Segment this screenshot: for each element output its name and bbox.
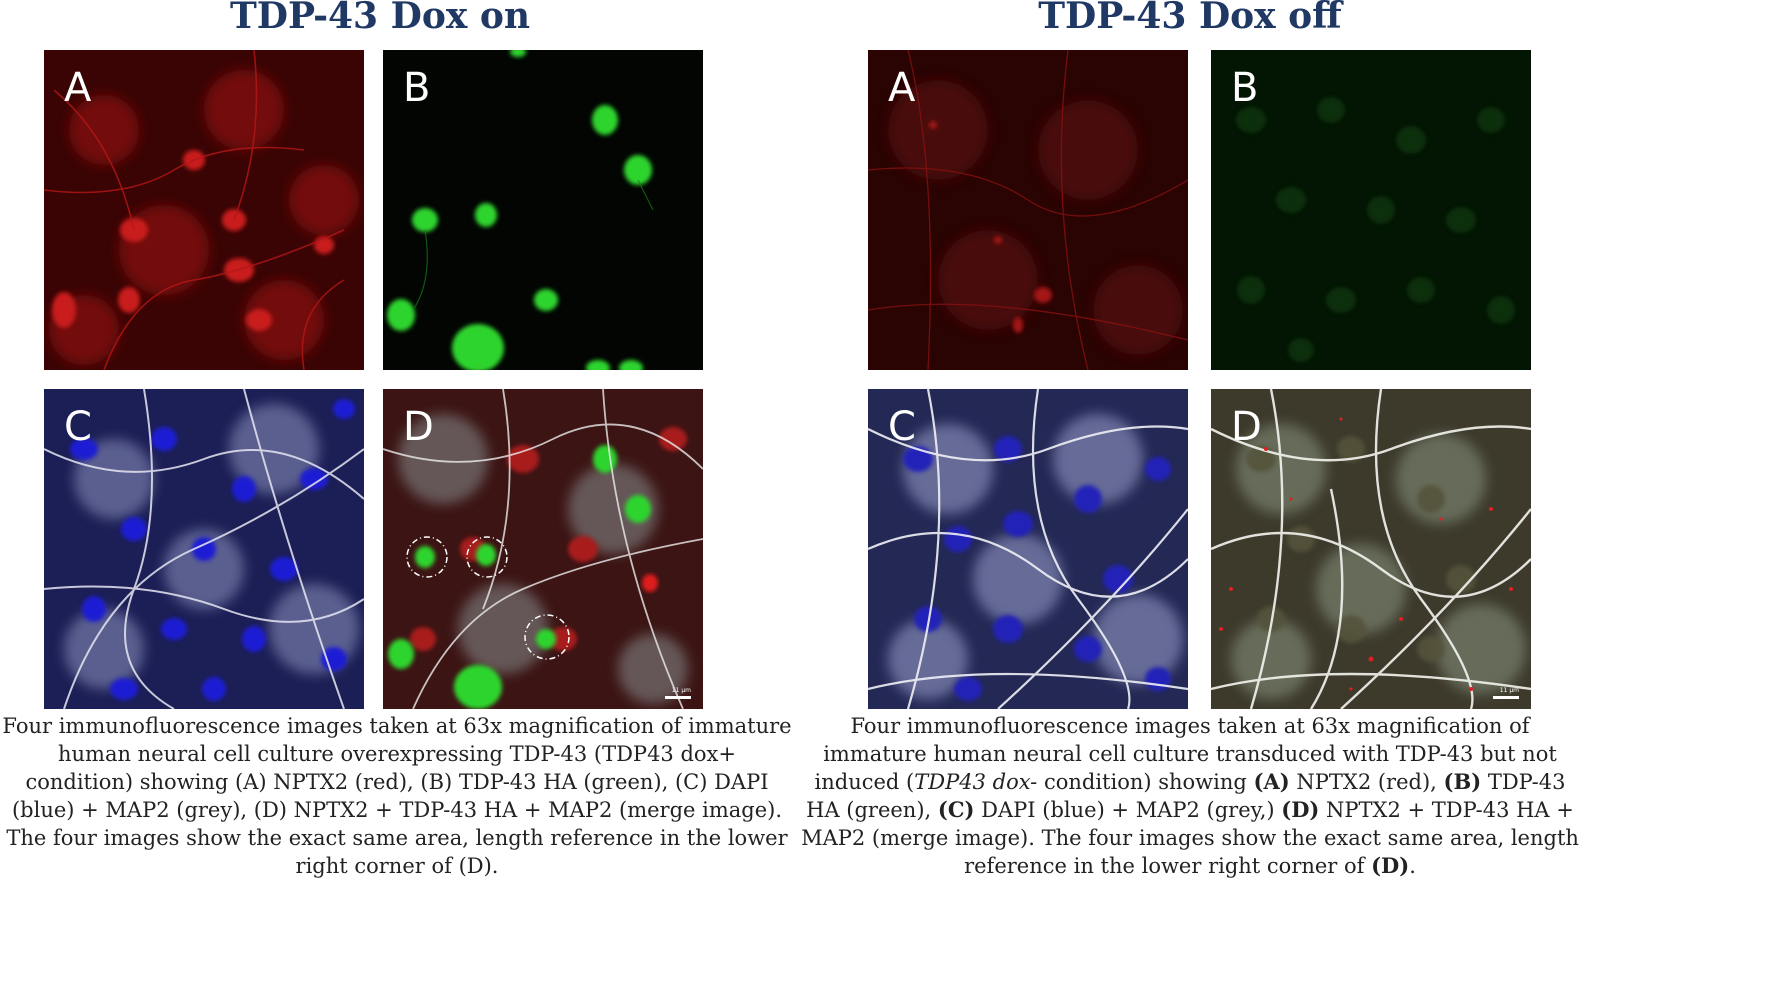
caption-text: DAPI (blue) + MAP2 (grey,)	[974, 798, 1282, 822]
caption-bold-ref: (D)	[1371, 853, 1410, 878]
panel-letter: A	[64, 65, 92, 111]
panel-letter: A	[888, 65, 916, 111]
caption-text: Four immunofluorescence images taken at …	[2, 714, 792, 878]
left-figure-title: TDP-43 Dox on	[229, 0, 531, 37]
caption-text: condition) showing	[1037, 770, 1254, 794]
right-panel-a-nptx2-red: A	[868, 50, 1188, 370]
panel-letter: C	[888, 404, 916, 450]
left-figure-caption: Four immunofluorescence images taken at …	[2, 712, 792, 880]
panel-letter: D	[403, 404, 434, 450]
caption-text: TDP-43 HA (green),	[806, 770, 1566, 822]
scale-bar-label: 11 µm	[1499, 687, 1519, 694]
panel-letter: B	[403, 65, 431, 111]
right-panel-c-dapi-map2: C	[868, 389, 1188, 709]
panel-letter: B	[1231, 65, 1259, 111]
scale-bar: 11 µm	[665, 687, 691, 699]
caption-text: Four immunofluorescence images taken at …	[814, 714, 1557, 794]
caption-text: NPTX2 (red),	[1289, 770, 1444, 794]
caption-bold-ref: (B)	[1443, 769, 1482, 794]
left-panel-b-tdp43-green: B	[383, 50, 703, 370]
right-figure-title: TDP-43 Dox off	[1038, 0, 1342, 37]
right-figure-caption: Four immunofluorescence images taken at …	[800, 712, 1580, 880]
right-panel-d-merge: D 11 µm	[1211, 389, 1531, 709]
caption-bold-ref: (D)	[1281, 797, 1320, 822]
scale-bar-label: 11 µm	[671, 687, 691, 694]
caption-bold-ref: (A)	[1253, 769, 1290, 794]
left-panel-c-dapi-map2: C	[44, 389, 364, 709]
left-panel-a-nptx2-red: A	[44, 50, 364, 370]
caption-text: .	[1409, 854, 1416, 878]
panel-letter: D	[1231, 404, 1262, 450]
right-panel-b-tdp43-green: B	[1211, 50, 1531, 370]
panel-letter: C	[64, 404, 92, 450]
caption-italic-text: TDP43 dox-	[914, 770, 1038, 794]
caption-bold-ref: (C)	[937, 797, 975, 822]
left-panel-d-merge: D 11 µm	[383, 389, 703, 709]
scale-bar: 11 µm	[1493, 687, 1519, 699]
caption-text: NPTX2 + TDP-43 HA + MAP2 (merge image). …	[801, 798, 1579, 878]
